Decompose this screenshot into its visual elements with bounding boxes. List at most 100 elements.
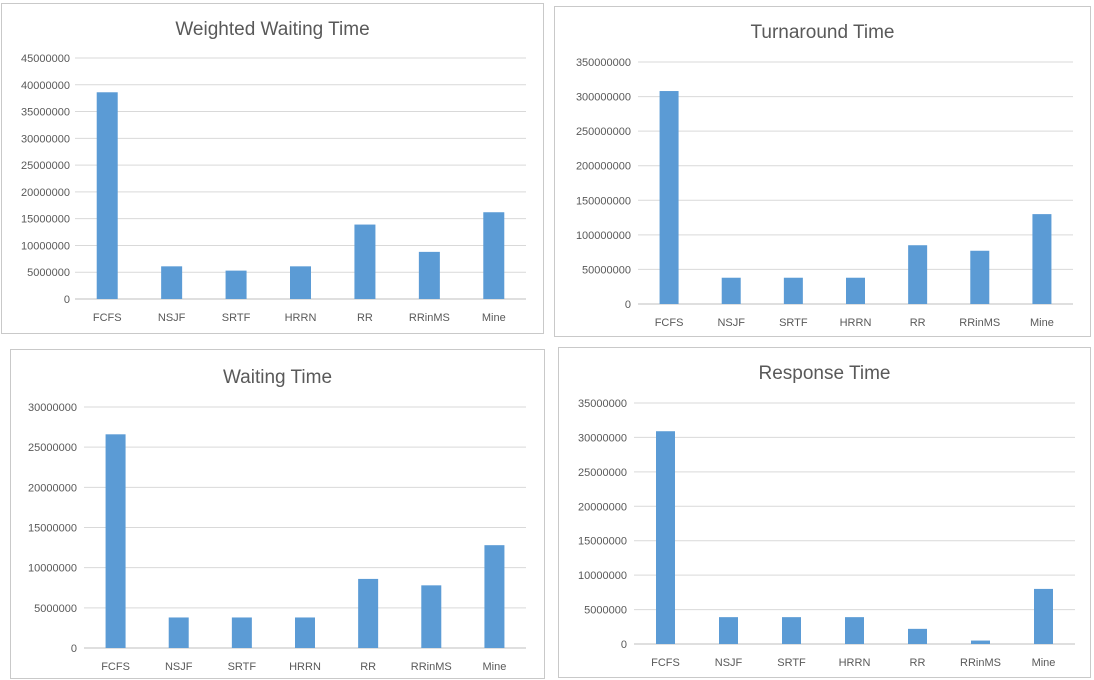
x-tick-label: Mine [1032,657,1056,669]
bar-srtf [225,270,247,299]
chart-svg: Turnaround Time 0 50000000 100000000 1500000… [576,22,1073,329]
y-tick-label: 20000000 [578,501,627,513]
bar-rrinms [418,251,440,299]
y-tick-label: 150000000 [576,195,631,207]
bar-mine [1032,214,1052,304]
x-tick-label: RR [910,657,926,669]
chart-response-time: Response Time 0 5000000 10000000 15000000 200… [558,347,1091,678]
x-tick-label: RR [910,317,926,329]
x-tick-label: Mine [1030,317,1054,329]
x-tick-label: NSJF [715,657,743,669]
x-tick-label: SRTF [222,312,251,324]
x-tick-label: HRRN [840,317,872,329]
y-tick-label: 0 [64,294,70,306]
x-tick-label: RRinMS [959,317,1000,329]
bar-fcfs [105,434,126,648]
chart-title: Turnaround Time [751,22,895,43]
y-tick-label: 35000000 [578,398,627,410]
y-tick-label: 200000000 [576,161,631,173]
chart-svg: Response Time 0 5000000 10000000 15000000 200… [578,363,1075,669]
bar-rr [354,224,376,299]
bar-hrrn [846,277,865,304]
bar-hrrn [845,617,864,644]
y-tick-label: 20000000 [21,187,70,199]
chart-title: Response Time [758,363,890,384]
bar-nsjf [719,617,738,644]
x-tick-label: HRRN [285,312,317,324]
y-tick-label: 5000000 [34,603,77,615]
x-tick-label: HRRN [289,661,321,673]
chart-svg: Weighted Waiting Time 0 5000000 10000000 150… [21,19,526,324]
bar-rrinms [971,640,990,644]
x-tick-label: NSJF [165,661,193,673]
y-tick-label: 30000000 [28,402,77,414]
y-tick-label: 350000000 [576,57,631,69]
x-tick-label: FCFS [655,317,684,329]
x-tick-label: FCFS [101,661,130,673]
y-tick-label: 250000000 [576,126,631,138]
y-tick-label: 25000000 [28,442,77,454]
chart-waiting-time: Waiting Time 0 5000000 10000000 15000000 2000… [10,349,545,679]
y-tick-label: 30000000 [21,133,70,145]
chart-title: Weighted Waiting Time [175,19,369,40]
y-tick-label: 50000000 [582,264,631,276]
bar-fcfs [659,91,679,304]
y-tick-label: 15000000 [28,523,77,535]
bar-rr [908,628,927,644]
x-tick-label: RR [360,661,376,673]
y-tick-label: 300000000 [576,92,631,104]
bar-fcfs [656,431,675,644]
y-tick-label: 0 [621,639,627,651]
y-tick-label: 25000000 [21,160,70,172]
y-tick-label: 35000000 [21,107,70,119]
bar-rr [358,578,379,648]
chart-svg: Waiting Time 0 5000000 10000000 15000000 2000… [28,367,526,673]
y-tick-label: 15000000 [578,536,627,548]
y-tick-label: 45000000 [21,53,70,65]
y-tick-label: 0 [625,299,631,311]
x-tick-label: SRTF [777,657,806,669]
bar-rrinms [970,250,990,304]
chart-weighted-waiting-time: Weighted Waiting Time 0 5000000 10000000 150… [1,3,544,334]
bar-srtf [782,617,801,644]
x-tick-label: NSJF [158,312,186,324]
bar-mine [484,545,505,648]
y-tick-label: 5000000 [27,267,70,279]
chart-title: Waiting Time [223,367,332,388]
x-tick-label: RRinMS [960,657,1001,669]
x-tick-label: FCFS [651,657,680,669]
x-tick-label: HRRN [839,657,871,669]
y-tick-label: 10000000 [21,240,70,252]
bar-mine [1034,588,1053,644]
y-tick-label: 25000000 [578,467,627,479]
y-tick-label: 20000000 [28,482,77,494]
bar-fcfs [96,92,118,299]
x-tick-label: RR [357,312,373,324]
x-tick-label: NSJF [717,317,745,329]
x-tick-label: RRinMS [409,312,450,324]
x-tick-label: SRTF [779,317,808,329]
bar-hrrn [290,266,311,299]
x-tick-label: RRinMS [411,661,452,673]
bar-mine [483,212,505,299]
bar-nsjf [168,617,189,648]
x-tick-label: SRTF [228,661,257,673]
y-tick-label: 0 [71,643,77,655]
chart-turnaround-time: Turnaround Time 0 50000000 100000000 1500000… [554,6,1091,337]
bar-rr [908,245,928,304]
y-tick-label: 10000000 [578,570,627,582]
bar-hrrn [295,617,315,648]
bar-srtf [231,617,252,648]
y-tick-label: 15000000 [21,214,70,226]
y-tick-label: 10000000 [28,563,77,575]
y-tick-label: 30000000 [578,432,627,444]
bar-nsjf [721,277,741,304]
bar-srtf [783,277,803,304]
bar-nsjf [161,266,183,299]
x-tick-label: Mine [483,661,507,673]
x-tick-label: FCFS [93,312,122,324]
y-tick-label: 100000000 [576,230,631,242]
bar-rrinms [421,585,442,648]
y-tick-label: 40000000 [21,80,70,92]
y-tick-label: 5000000 [584,605,627,617]
